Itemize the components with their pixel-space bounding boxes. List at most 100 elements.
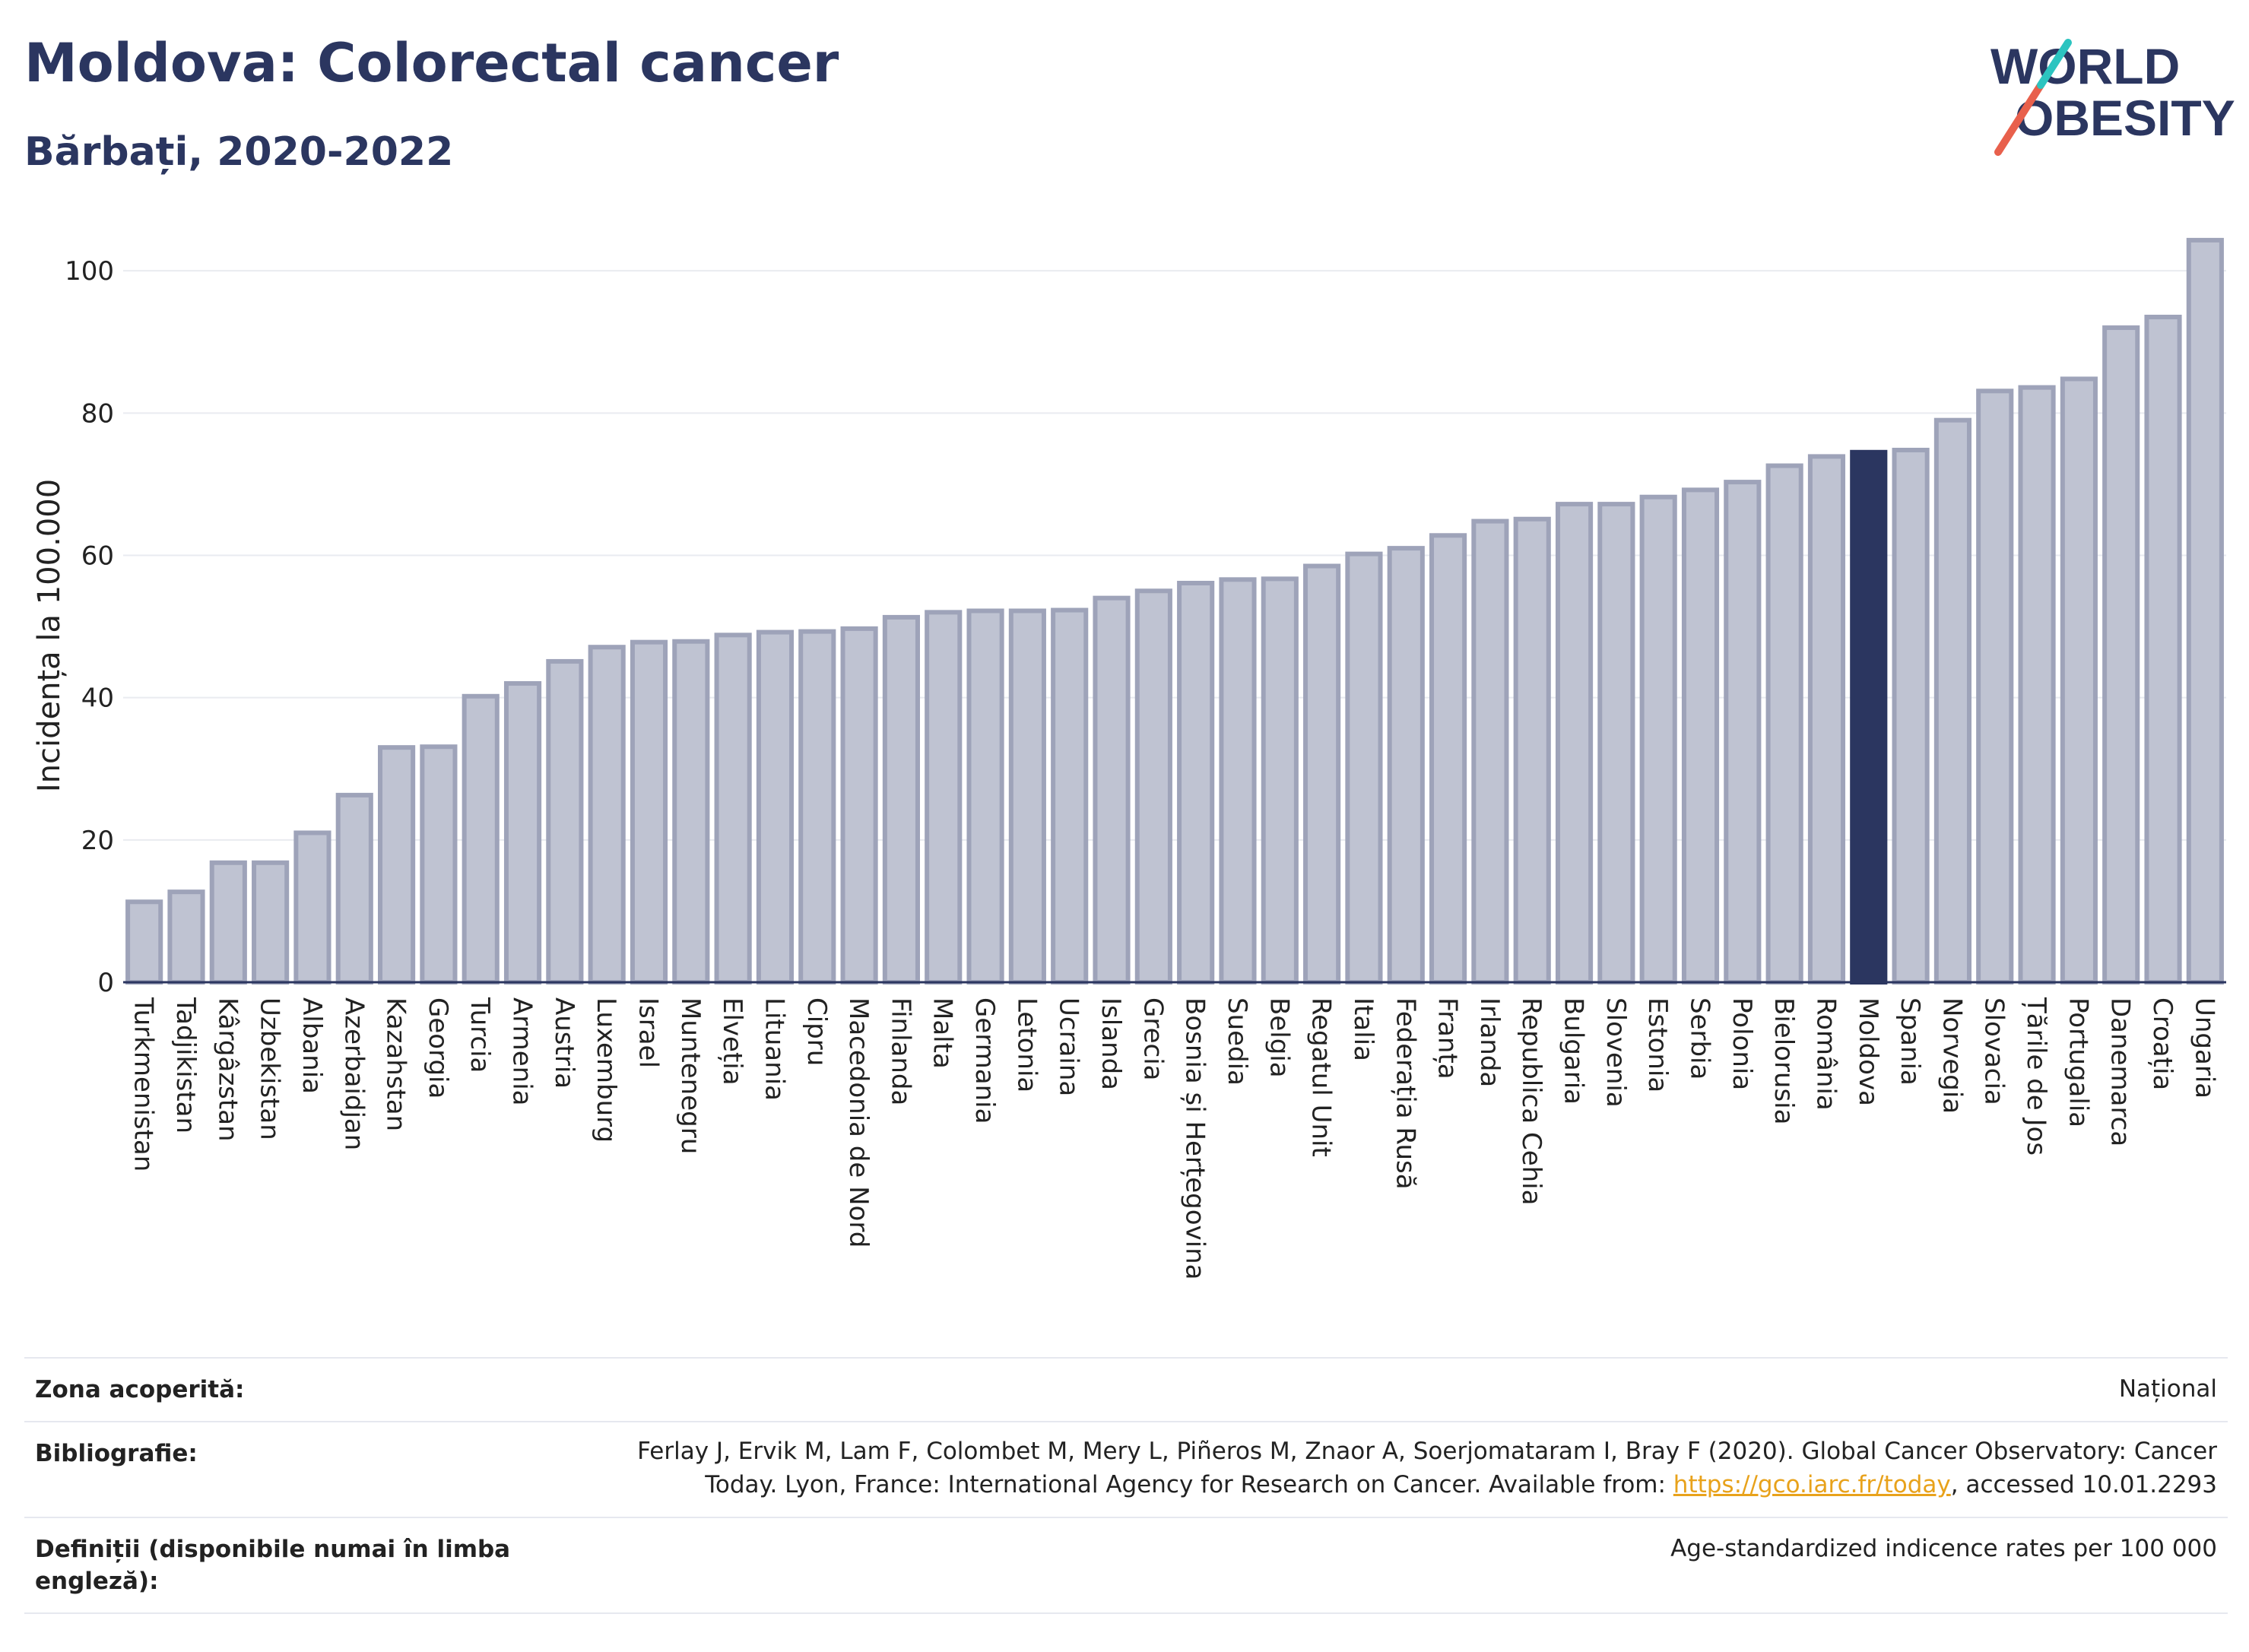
meta-label: Definiții (disponibile numai în limba en… xyxy=(35,1536,511,1595)
bar xyxy=(1892,447,1930,985)
bar xyxy=(2018,385,2056,985)
bar xyxy=(1177,580,1215,985)
bar xyxy=(1597,502,1635,985)
bar xyxy=(798,629,836,985)
x-tick-label: Republica Cehia xyxy=(1516,997,1546,1205)
x-tick-label: Italia xyxy=(1348,997,1378,1061)
bar xyxy=(1387,546,1425,985)
bar xyxy=(293,830,331,985)
bar xyxy=(630,639,668,985)
meta-value: Național xyxy=(2118,1375,2217,1403)
bar xyxy=(209,860,247,985)
bar xyxy=(1681,487,1720,985)
bar xyxy=(1850,449,1888,985)
meta-value: Age-standardized indicence rates per 100… xyxy=(1670,1535,2217,1562)
x-tick-label: Letonia xyxy=(1011,997,1042,1092)
x-tick-label: Bielorusia xyxy=(1768,997,1799,1124)
bar xyxy=(420,744,458,985)
y-tick-label: 40 xyxy=(81,683,114,714)
x-tick-label: Federația Rusă xyxy=(1390,997,1420,1190)
x-tick-label: Croația xyxy=(2147,997,2178,1090)
y-tick-label: 100 xyxy=(65,256,114,287)
page-subtitle: Bărbați, 2020-2022 xyxy=(24,129,454,175)
bar-chart: 0 20 40 60 80 100 Incidența la 100.000 Turkmeni… xyxy=(32,237,2226,1280)
bar xyxy=(1976,388,2014,985)
x-tick-label: Slovacia xyxy=(1979,997,2010,1105)
logo-line1: WORLD xyxy=(1990,38,2180,94)
page-title: Moldova: Colorectal cancer xyxy=(24,32,839,94)
x-tick-label: Finlanda xyxy=(885,997,915,1105)
x-tick-label: Portugalia xyxy=(2063,997,2093,1127)
x-tick-label: Azerbaidjan xyxy=(338,997,369,1150)
x-tick-label: Turcia xyxy=(465,997,495,1073)
bar xyxy=(588,645,626,985)
y-tick-label: 0 xyxy=(97,968,114,998)
x-tick-label: Luxemburg xyxy=(591,997,621,1143)
x-tick-label: Armenia xyxy=(507,997,538,1106)
x-tick-label: Austria xyxy=(549,997,579,1089)
bar xyxy=(1261,576,1299,985)
x-tick-label: Bosnia și Herțegovina xyxy=(1180,997,1210,1280)
x-tick-label: Franța xyxy=(1432,997,1463,1080)
bar xyxy=(2060,376,2098,985)
bar xyxy=(125,899,163,985)
x-tick-label: Tadjikistan xyxy=(170,997,201,1134)
x-tick-label: Lituania xyxy=(759,997,789,1101)
bar xyxy=(252,860,290,985)
bar xyxy=(546,658,584,985)
x-tick-label: Kazahstan xyxy=(381,997,411,1131)
meta-row-definitions: Definiții (disponibile numai în limba en… xyxy=(24,1518,2228,1614)
x-tick-label: Spania xyxy=(1895,997,1925,1086)
meta-label: Bibliografie: xyxy=(35,1440,198,1467)
bar xyxy=(1429,533,1467,985)
meta-row-bibliography: Bibliografie: Ferlay J, Ervik M, Lam F, … xyxy=(24,1422,2228,1518)
bibliography-link[interactable]: https://gco.iarc.fr/today xyxy=(1673,1471,1951,1498)
x-tick-label: Estonia xyxy=(1642,997,1673,1092)
bar xyxy=(1471,518,1509,985)
bar xyxy=(1933,417,1971,985)
y-tick-label: 20 xyxy=(81,826,114,856)
bar xyxy=(756,629,795,985)
x-tick-label: Polonia xyxy=(1727,997,1757,1090)
bar xyxy=(462,693,500,985)
x-tick-label: Ucraina xyxy=(1054,997,1084,1096)
meta-label: Zona acoperită: xyxy=(35,1376,245,1403)
bar xyxy=(672,639,710,985)
x-tick-label: Elveția xyxy=(717,997,747,1086)
metadata-table: Zona acoperită: Național Bibliografie: F… xyxy=(24,1357,2228,1614)
x-tick-label: Ungaria xyxy=(2189,997,2219,1099)
y-tick-label: 60 xyxy=(81,541,114,571)
bar xyxy=(1093,595,1131,985)
bar xyxy=(882,614,920,985)
x-tick-label: Albania xyxy=(297,997,327,1094)
bar xyxy=(925,610,963,985)
x-tick-label: Bulgaria xyxy=(1559,997,1589,1105)
bibliography-accessed: , accessed 10.01.2293 xyxy=(1950,1471,2217,1498)
bar xyxy=(1134,588,1172,985)
bar xyxy=(1807,454,1846,985)
bar xyxy=(1345,551,1383,985)
x-tick-label: România xyxy=(1810,997,1841,1111)
bar xyxy=(2186,237,2224,985)
x-tick-label: Regatul Unit xyxy=(1306,997,1337,1157)
x-tick-label: Muntenegru xyxy=(675,997,706,1154)
x-tick-label: Moldova xyxy=(1853,997,1883,1106)
x-tick-label: Irlanda xyxy=(1474,997,1505,1087)
x-tick-label: Slovenia xyxy=(1600,997,1631,1108)
x-tick-label: Islanda xyxy=(1096,997,1126,1090)
x-tick-label: Malta xyxy=(928,997,958,1069)
x-tick-label: Danemarca xyxy=(2105,997,2136,1146)
bar xyxy=(714,633,752,985)
x-tick-label: Turkmenistan xyxy=(128,997,159,1172)
x-tick-label: Macedonia de Nord xyxy=(843,997,874,1248)
x-tick-label: Germania xyxy=(969,997,1000,1124)
bar xyxy=(966,608,1004,985)
bar xyxy=(167,889,205,985)
bar xyxy=(2102,325,2140,985)
x-tick-label: Serbia xyxy=(1685,997,1715,1080)
meta-row-coverage: Zona acoperită: Național xyxy=(24,1359,2228,1422)
x-tick-label: Cipru xyxy=(801,997,832,1066)
bar xyxy=(1513,516,1551,985)
x-tick-label: Israel xyxy=(633,997,664,1068)
world-obesity-logo: WORLD OBESITY xyxy=(1990,38,2235,156)
